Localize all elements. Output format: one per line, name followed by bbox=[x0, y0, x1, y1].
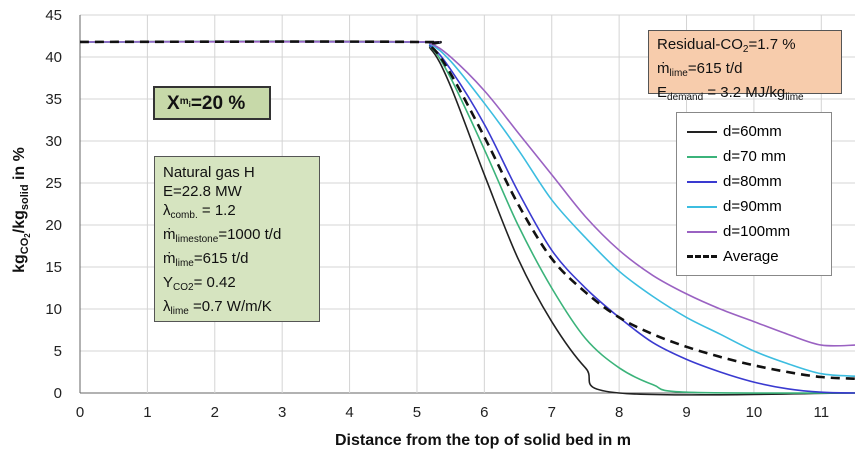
x-tick-label: 7 bbox=[548, 404, 556, 421]
x-tick-label: 6 bbox=[480, 404, 488, 421]
legend-label: Average bbox=[723, 248, 779, 265]
legend-swatch bbox=[687, 205, 717, 208]
parameters-box: Natural gas H E=22.8 MW λcomb. = 1.2 ṁlimes… bbox=[154, 156, 320, 322]
y-tick-labels: 0 5 10 15 20 25 30 35 40 45 bbox=[45, 7, 62, 402]
legend: d=60mm d=70 mm d=80mm d=90mm d=100mm Average bbox=[676, 112, 832, 276]
legend-swatch bbox=[687, 230, 717, 233]
x-tick-label: 0 bbox=[76, 404, 84, 421]
x-axis-title: Distance from the top of solid bed in m bbox=[335, 432, 631, 449]
annotation-line: E=22.8 MW bbox=[163, 183, 242, 200]
y-tick-label: 5 bbox=[54, 343, 62, 360]
legend-label: d=100mm bbox=[723, 223, 791, 240]
y-tick-label: 25 bbox=[45, 175, 62, 192]
series-line-4 bbox=[79, 40, 856, 347]
legend-entry: d=100mm bbox=[687, 219, 821, 244]
x-tick-label: 11 bbox=[814, 404, 830, 421]
y-tick-label: 0 bbox=[54, 385, 62, 402]
annotation-line: ṁlime=615 t/d bbox=[163, 250, 249, 269]
legend-swatch bbox=[687, 180, 717, 183]
legend-swatch bbox=[687, 130, 717, 133]
y-tick-label: 15 bbox=[45, 259, 62, 276]
y-tick-label: 40 bbox=[45, 49, 62, 66]
y-tick-label: 10 bbox=[45, 301, 62, 318]
x-tick-label: 4 bbox=[345, 404, 353, 421]
legend-label: d=60mm bbox=[723, 123, 782, 140]
legend-entry: d=70 mm bbox=[687, 144, 821, 169]
y-tick-label: 20 bbox=[45, 217, 62, 234]
x-tick-label: 1 bbox=[143, 404, 151, 421]
legend-entry: d=90mm bbox=[687, 194, 821, 219]
annotation-line: λcomb. = 1.2 bbox=[163, 202, 236, 221]
x-tick-label: 10 bbox=[746, 404, 763, 421]
legend-entry: Average bbox=[687, 244, 821, 269]
annotation-line: Edemand = 3.2 MJ/kglime bbox=[657, 84, 804, 103]
x-tick-label: 2 bbox=[211, 404, 219, 421]
annotation-line: YCO2= 0.42 bbox=[163, 274, 236, 293]
legend-entry: d=60mm bbox=[687, 119, 821, 144]
annotation-line: λlime =0.7 W/m/K bbox=[163, 298, 272, 317]
x-tick-label: 8 bbox=[615, 404, 623, 421]
annotation-line: Residual-CO2=1.7 % bbox=[657, 36, 796, 55]
series-line-5 bbox=[79, 40, 856, 380]
x-tick-label: 9 bbox=[682, 404, 690, 421]
y-axis-title: kgCO2/kgsolid in % bbox=[11, 147, 32, 273]
y-tick-label: 30 bbox=[45, 133, 62, 150]
x-tick-label: 3 bbox=[278, 404, 286, 421]
legend-entry: d=80mm bbox=[687, 169, 821, 194]
x-tick-labels: 0 1 2 3 4 5 6 7 8 9 10 11 bbox=[76, 404, 829, 421]
annotation-line: Natural gas H bbox=[163, 164, 255, 181]
legend-swatch bbox=[687, 155, 717, 158]
annotation-line: ṁlimestone=1000 t/d bbox=[163, 226, 282, 245]
y-tick-label: 35 bbox=[45, 91, 62, 108]
legend-swatch bbox=[687, 255, 717, 258]
annotation-line: ṁlime=615 t/d bbox=[657, 60, 743, 79]
legend-label: d=90mm bbox=[723, 198, 782, 215]
residual-co2-box: Residual-CO2=1.7 % ṁlime=615 t/d Edemand =… bbox=[648, 30, 842, 103]
x-tick-label: 5 bbox=[413, 404, 421, 421]
series-lines bbox=[79, 40, 856, 396]
legend-label: d=80mm bbox=[723, 173, 782, 190]
legend-label: d=70 mm bbox=[723, 148, 786, 165]
y-tick-label: 45 bbox=[45, 7, 62, 24]
